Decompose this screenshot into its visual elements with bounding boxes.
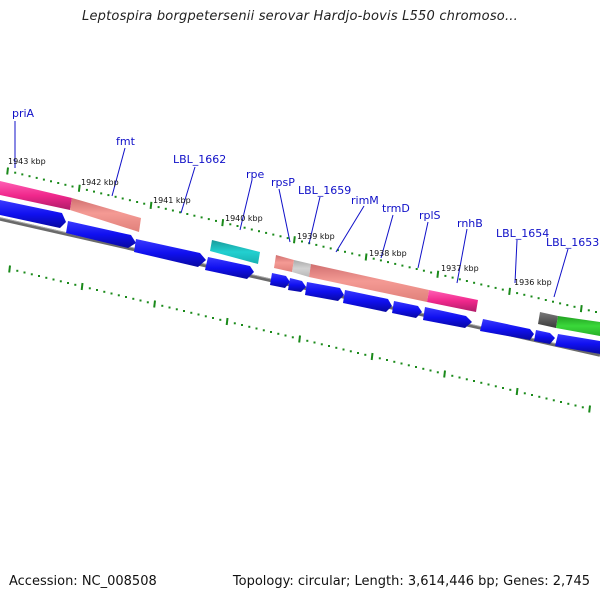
gene-arrow: [134, 239, 206, 267]
gene-label-rnhB[interactable]: rnhB: [457, 217, 483, 230]
gene-label-LBL_1654[interactable]: LBL_1654: [496, 227, 549, 240]
major-tick: [80, 282, 84, 291]
leader-rpsP: [278, 188, 291, 243]
leader-LBL_1662: [180, 166, 196, 214]
major-tick: [77, 184, 81, 192]
gene-arrow: [555, 334, 600, 354]
gene-bar-salmon-3: [309, 264, 429, 302]
major-tick: [443, 370, 446, 378]
gene-arrow: [392, 301, 422, 318]
gene-arrow: [480, 319, 534, 340]
accession-text: Accession: NC_008508: [9, 574, 157, 589]
gene-arrow: [288, 278, 306, 292]
gene-bar-green: [556, 316, 600, 336]
lower-feature-track: [0, 200, 600, 354]
gene-bar-magenta-2: [427, 290, 478, 312]
leader-trmD: [380, 214, 394, 259]
gene-bar-darkgray: [538, 312, 558, 328]
major-tick: [149, 201, 153, 210]
kbp-label: 1939 kbp: [297, 232, 335, 241]
kbp-label: 1938 kbp: [369, 249, 407, 258]
major-tick: [588, 405, 591, 413]
major-tick: [153, 300, 156, 308]
gene-bar-cyan: [210, 240, 260, 264]
outer-tick-track: [6, 167, 597, 313]
major-tick: [436, 270, 440, 278]
kbp-label: 1937 kbp: [441, 264, 479, 273]
gene-label-LBL_1653[interactable]: LBL_1653: [546, 236, 599, 249]
major-tick: [225, 317, 229, 326]
major-tick: [8, 265, 11, 273]
kbp-label: 1942 kbp: [81, 178, 119, 187]
leader-rnhB: [456, 228, 468, 284]
leader-rplS: [417, 221, 429, 269]
gene-label-LBL_1659[interactable]: LBL_1659: [298, 184, 351, 197]
map-title: Leptospira borgpetersenii serovar Hardjo…: [82, 9, 518, 24]
gene-arrow: [205, 257, 254, 279]
gene-arrow: [305, 282, 344, 301]
gene-arrow: [0, 200, 66, 228]
major-tick: [293, 236, 296, 244]
gene-label-rpsP[interactable]: rpsP: [271, 176, 295, 189]
leader-rimM: [335, 205, 365, 253]
gene-bar-gray: [292, 260, 311, 277]
major-tick: [515, 387, 519, 396]
gene-label-priA[interactable]: priA: [12, 107, 35, 120]
leader-rpe: [239, 179, 253, 231]
kbp-label: 1943 kbp: [8, 157, 46, 166]
genome-stats-text: Topology: circular; Length: 3,614,446 bp…: [232, 574, 590, 589]
gene-label-rplS[interactable]: rplS: [419, 209, 441, 222]
major-tick: [298, 335, 301, 343]
major-tick: [370, 352, 374, 361]
major-tick: [364, 253, 368, 261]
major-tick: [221, 218, 225, 227]
kbp-label: 1940 kbp: [225, 214, 263, 223]
gene-label-trmD[interactable]: trmD: [382, 202, 410, 215]
major-tick: [579, 304, 583, 313]
gene-bar-salmon-2: [274, 255, 294, 272]
gene-arrow: [423, 307, 472, 328]
leader-LBL_1653: [553, 248, 569, 298]
major-tick: [6, 167, 9, 175]
gene-label-rimM[interactable]: rimM: [351, 194, 379, 207]
gene-bar-magenta: [0, 181, 72, 210]
gene-arrow: [343, 290, 392, 312]
kbp-labels: 1943 kbp 1942 kbp 1941 kbp 1940 kbp 1939…: [8, 157, 552, 287]
leader-LBL_1659: [308, 196, 321, 245]
gene-arrow: [534, 330, 555, 344]
gene-arrow: [66, 221, 136, 248]
leader-fmt: [111, 147, 126, 197]
kbp-label: 1936 kbp: [514, 278, 552, 287]
gene-label-fmt[interactable]: fmt: [116, 135, 136, 148]
gene-label-LBL_1662[interactable]: LBL_1662: [173, 153, 226, 166]
gene-label-rpe[interactable]: rpe: [246, 168, 265, 181]
gene-bar-salmon: [70, 198, 141, 232]
gene-label-leaders: [14, 121, 569, 298]
upper-feature-track: [0, 181, 600, 336]
gene-arrow: [270, 273, 290, 288]
leader-LBL_1654: [514, 239, 518, 284]
gene-labels: priA fmt LBL_1662 rpe rpsP LBL_1659 rimM…: [12, 107, 599, 249]
major-tick: [508, 287, 511, 296]
kbp-label: 1941 kbp: [153, 196, 191, 205]
inner-tick-track: [8, 265, 591, 413]
